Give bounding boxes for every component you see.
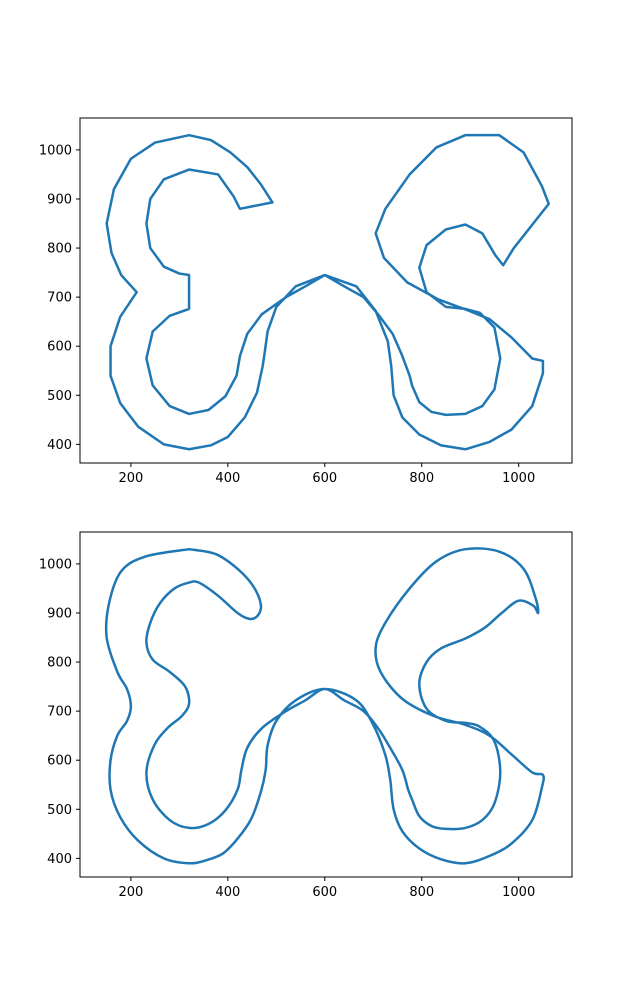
y-tick-label: 600 [47, 754, 72, 769]
y-tick-label: 700 [47, 291, 72, 306]
x-tick-label: 800 [409, 885, 434, 900]
y-axis: 400 500 600 700 800 900 1000 [39, 557, 80, 867]
plot-area [104, 547, 546, 865]
y-tick-label: 500 [47, 803, 72, 818]
y-tick-label: 400 [47, 852, 72, 867]
plot-area [105, 133, 550, 451]
y-tick-label: 400 [47, 438, 72, 453]
x-tick-label: 600 [312, 885, 337, 900]
x-tick-label: 200 [118, 885, 143, 900]
y-tick-label: 500 [47, 389, 72, 404]
y-tick-label: 600 [47, 340, 72, 355]
track-series-line [105, 133, 550, 451]
y-tick-label: 800 [47, 656, 72, 671]
x-tick-label: 600 [312, 471, 337, 486]
top-chart: 200 400 600 800 1000 400 500 600 700 800 900 1000 [39, 117, 573, 486]
x-tick-label: 400 [215, 471, 240, 486]
y-tick-label: 900 [47, 606, 72, 621]
x-tick-label: 200 [118, 471, 143, 486]
x-tick-label: 1000 [502, 471, 535, 486]
y-tick-label: 800 [47, 242, 72, 257]
x-axis: 200 400 600 800 1000 [118, 877, 535, 900]
x-axis: 200 400 600 800 1000 [118, 463, 535, 486]
x-tick-label: 400 [215, 885, 240, 900]
plot-frame [79, 531, 573, 878]
y-tick-label: 1000 [39, 143, 72, 158]
bottom-chart: 200 400 600 800 1000 400 500 600 700 800 900 1000 [39, 531, 573, 900]
y-tick-label: 900 [47, 192, 72, 207]
x-tick-label: 800 [409, 471, 434, 486]
y-tick-label: 700 [47, 705, 72, 720]
y-axis: 400 500 600 700 800 900 1000 [39, 143, 80, 453]
y-tick-label: 1000 [39, 557, 72, 572]
plot-frame [79, 117, 573, 464]
x-tick-label: 1000 [502, 885, 535, 900]
track-series-line [104, 547, 546, 865]
